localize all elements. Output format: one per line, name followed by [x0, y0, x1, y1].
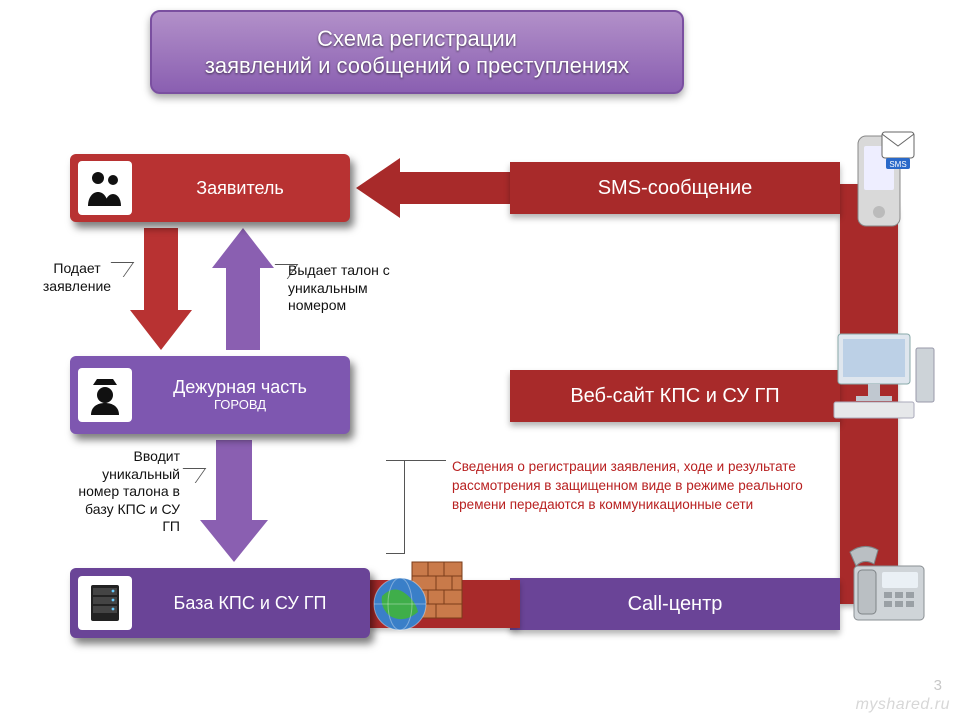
bar-callcenter-label: Call-центр	[628, 593, 723, 616]
title-box: Схема регистрации заявлений и сообщений …	[150, 10, 684, 94]
arrow-sms-to-applicant	[356, 158, 510, 218]
svg-text:SMS: SMS	[889, 160, 906, 169]
title-line1: Схема регистрации	[152, 25, 682, 53]
note-enters: Вводит уникальный номер талона в базу КП…	[30, 448, 180, 536]
bar-website-label: Веб-сайт КПС и СУ ГП	[570, 385, 779, 408]
device-phone-icon: SMS	[852, 130, 916, 232]
bar-callcenter: Call-центр	[510, 578, 840, 630]
officer-icon	[78, 368, 132, 422]
note-issues: Выдает талон с уникальным номером	[288, 262, 428, 315]
block-duty: Дежурная часть ГОРОВД	[70, 356, 350, 434]
block-duty-line1: Дежурная часть	[140, 377, 340, 398]
server-icon	[78, 576, 132, 630]
block-duty-label: Дежурная часть ГОРОВД	[140, 377, 350, 413]
page-number: 3	[934, 677, 942, 694]
block-duty-line2: ГОРОВД	[140, 398, 340, 413]
bracket-firewall-lead	[404, 460, 446, 461]
device-pc-icon	[828, 330, 938, 422]
arrow-duty-to-database	[200, 440, 268, 562]
arrow-duty-to-applicant	[212, 228, 274, 350]
block-applicant-label: Заявитель	[140, 178, 350, 199]
bar-sms-label: SMS-сообщение	[598, 177, 753, 200]
bracket-firewall	[386, 460, 405, 554]
block-database-label: База КПС и СУ ГП	[140, 593, 370, 614]
note-submits: Подает заявление	[32, 260, 122, 295]
bar-website: Веб-сайт КПС и СУ ГП	[510, 370, 840, 422]
arrow-applicant-to-duty	[130, 228, 192, 350]
device-deskphone-icon	[840, 540, 936, 630]
people-icon	[78, 161, 132, 215]
red-note: Сведения о регистрации заявления, ходе и…	[452, 458, 812, 515]
globe-firewall-icon	[372, 554, 468, 634]
watermark: myshared.ru	[856, 696, 950, 714]
block-database: База КПС и СУ ГП	[70, 568, 370, 638]
block-applicant: Заявитель	[70, 154, 350, 222]
title-line2: заявлений и сообщений о преступлениях	[152, 52, 682, 80]
bar-sms: SMS-сообщение	[510, 162, 840, 214]
